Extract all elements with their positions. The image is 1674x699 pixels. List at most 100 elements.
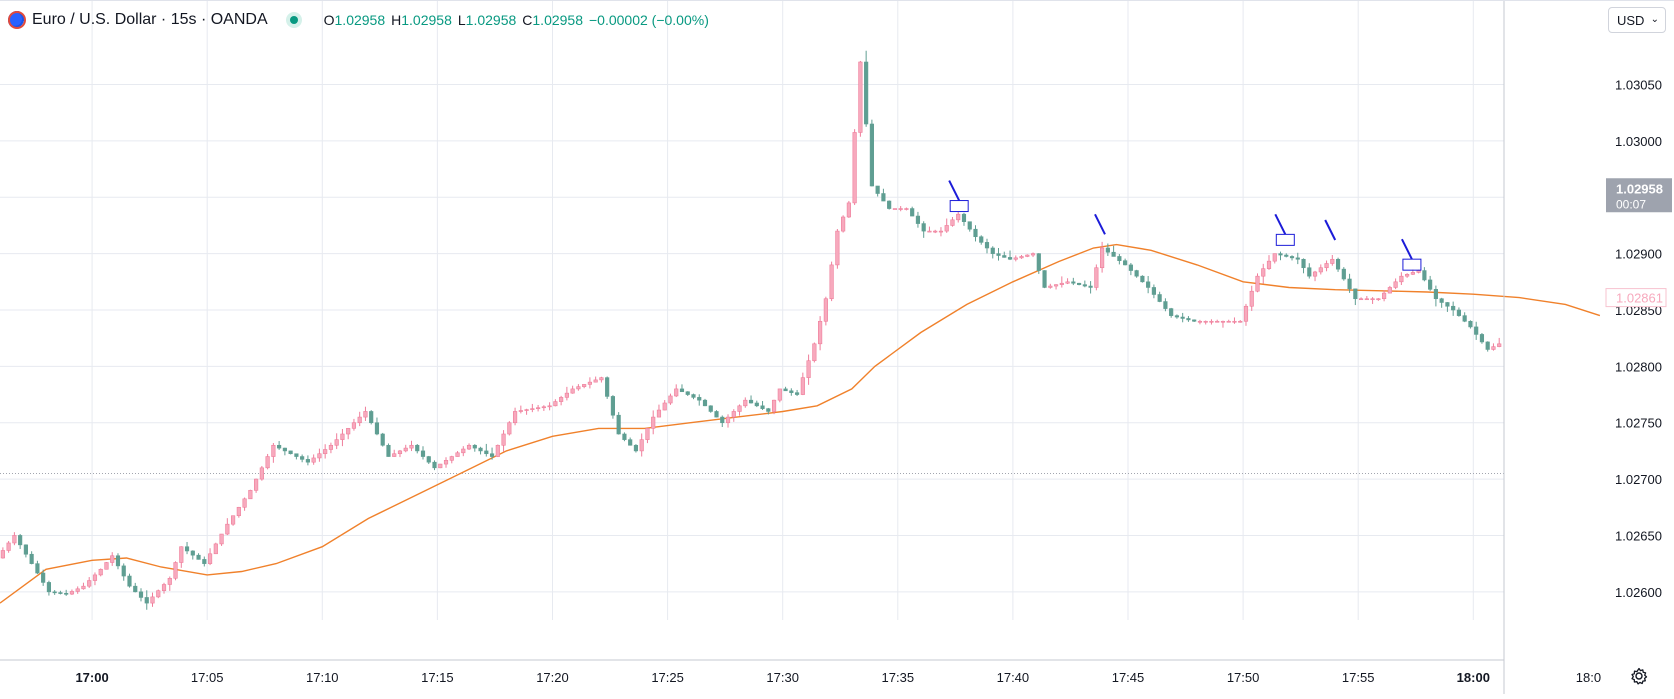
candle-down: [380, 433, 385, 446]
gear-icon[interactable]: [1629, 666, 1649, 686]
candle-down: [1157, 294, 1162, 302]
candle-up: [1059, 282, 1064, 285]
candle-down: [864, 61, 869, 125]
candle-down: [386, 444, 391, 457]
candle-up: [1013, 257, 1018, 260]
candle-down: [1002, 255, 1007, 258]
candle-up: [6, 542, 11, 551]
candle-up: [1330, 258, 1335, 264]
open-value: 1.02958: [334, 12, 386, 28]
candle-up: [265, 456, 270, 469]
candle-up: [737, 405, 742, 412]
x-tick-label: 17:10: [306, 670, 339, 685]
x-tick-label: 17:15: [421, 670, 454, 685]
candle-up: [1215, 320, 1220, 323]
candle-up: [351, 422, 357, 429]
candle-down: [1186, 318, 1191, 321]
candle-up: [524, 409, 529, 411]
candle-up: [599, 377, 604, 381]
annotation-stroke: [1274, 213, 1287, 235]
candle-up: [823, 298, 828, 322]
candle-up: [455, 452, 460, 457]
candle-down: [432, 461, 437, 469]
candle-down: [869, 123, 874, 187]
candle-up: [818, 320, 823, 345]
symbol-title[interactable]: Euro / U.S. Dollar · 15s · OANDA: [32, 11, 268, 28]
y-tick-label: 1.03000: [1615, 134, 1662, 149]
high-value: 1.02958: [401, 12, 452, 28]
candle-down: [35, 563, 40, 574]
candle-up: [536, 407, 541, 409]
candle-down: [708, 405, 713, 412]
candle-up: [1370, 298, 1375, 301]
candle-up: [1376, 298, 1381, 301]
candle-down: [697, 397, 702, 401]
candle-down: [1284, 254, 1289, 257]
candle-up: [725, 416, 731, 424]
candle-down: [760, 405, 765, 409]
candle-up: [87, 580, 92, 587]
candle-down: [18, 535, 23, 546]
candle-down: [961, 213, 967, 222]
candle-up: [927, 230, 932, 233]
candle-down: [1140, 275, 1145, 283]
candle-up: [1203, 320, 1208, 323]
annotation-stroke: [948, 180, 961, 201]
candle-down: [144, 597, 149, 604]
candle-down: [1422, 270, 1427, 281]
candle-up: [397, 450, 403, 455]
y-tick-label: 1.02650: [1615, 528, 1662, 543]
candle-up: [461, 448, 466, 454]
candle-down: [1163, 301, 1168, 309]
candle-up: [1019, 256, 1024, 259]
candle-down: [184, 546, 190, 552]
candle-up: [248, 490, 253, 500]
candle-down: [1071, 281, 1076, 284]
x-tick-label: 17:40: [997, 670, 1030, 685]
currency-select[interactable]: USD ⌄: [1608, 7, 1666, 33]
candle-up: [835, 230, 840, 266]
x-tick-label: 17:45: [1112, 670, 1145, 685]
x-tick-label: 17:00: [75, 670, 108, 685]
candle-down: [794, 392, 800, 395]
candle-down: [789, 390, 794, 393]
candle-up: [829, 264, 834, 300]
candle-up: [1220, 320, 1226, 323]
candle-down: [115, 555, 121, 567]
candle-up: [1399, 275, 1404, 283]
candle-down: [1468, 320, 1473, 328]
candle-down: [420, 450, 426, 457]
candle-down: [282, 447, 287, 452]
candle-up: [651, 416, 656, 429]
candle-up: [1065, 281, 1070, 284]
candle-up: [443, 460, 449, 465]
candle-down: [915, 215, 921, 224]
annotation-box: [1402, 258, 1422, 271]
candle-up: [1094, 267, 1099, 288]
candle-down: [1134, 270, 1139, 277]
candle-down: [1428, 279, 1433, 290]
candle-up: [530, 408, 535, 410]
candle-up: [104, 562, 109, 570]
ma-price-badge: [1605, 288, 1667, 308]
candle-down: [133, 585, 138, 593]
candle-down: [1174, 315, 1180, 318]
candle-up: [1261, 268, 1266, 277]
candle-up: [449, 456, 454, 461]
candle-down: [489, 453, 495, 457]
candle-down: [41, 572, 46, 583]
candle-up: [898, 208, 903, 210]
candle-up: [242, 498, 247, 508]
candle-down: [300, 456, 305, 460]
ma-price-text: 1.02861: [1616, 291, 1663, 306]
candle-up: [271, 444, 276, 457]
candle-up: [771, 399, 777, 412]
x-tick-label: 17:25: [651, 670, 684, 685]
candle-down: [1433, 289, 1438, 300]
candle-up: [852, 132, 857, 204]
candle-up: [98, 568, 103, 576]
candle-up: [466, 444, 472, 450]
candle-up: [225, 523, 230, 535]
